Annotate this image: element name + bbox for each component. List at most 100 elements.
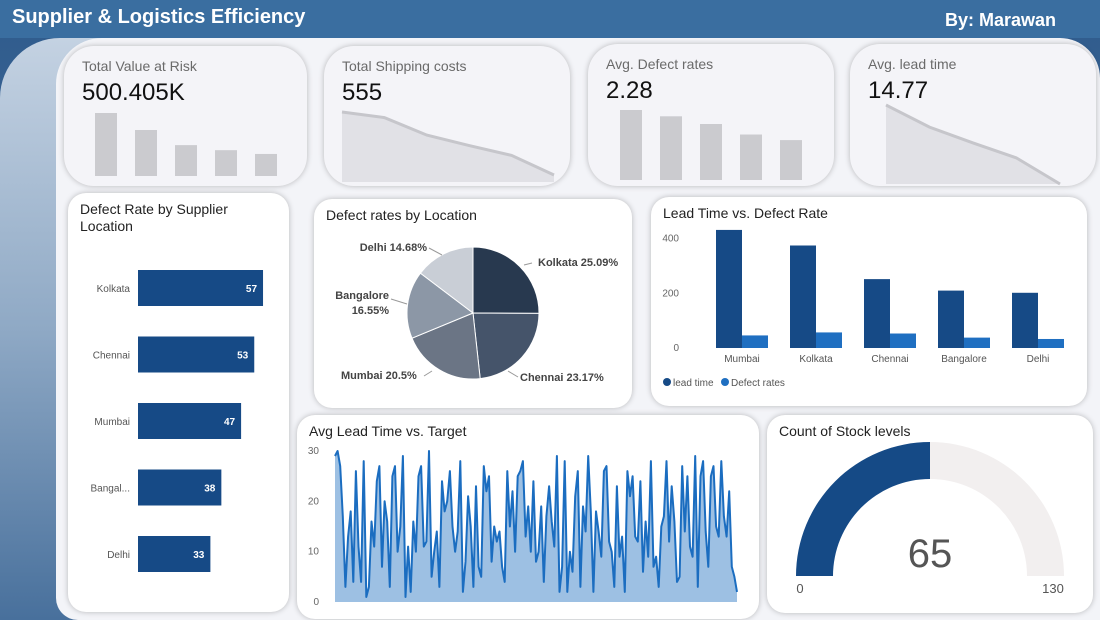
column-bar: [1038, 338, 1064, 348]
category-label: Bangal...: [91, 484, 130, 495]
data-label: 57: [246, 284, 258, 295]
kpi-label: Total Shipping costs: [342, 58, 467, 74]
card-defect-rate-by-supplier[interactable]: Defect Rate by Supplier Location Kolkata…: [68, 193, 289, 612]
category-label: Delhi: [107, 550, 130, 561]
sparkline-bar: [780, 140, 802, 180]
pie-slice: [419, 246, 474, 315]
column-bar: [938, 290, 964, 348]
leader-line: [390, 298, 408, 305]
kpi-sparkline: [341, 110, 555, 182]
column-bar: [790, 245, 816, 348]
column-bar: [890, 333, 916, 348]
gauge-max-label: 130: [1042, 581, 1064, 596]
pie-chart: Kolkata 25.09% Chennai 23.17% Mumbai 20.5%…: [335, 242, 618, 384]
legend-marker: [663, 378, 671, 386]
kpi-sparkline: [885, 103, 1061, 186]
bar: [138, 403, 242, 439]
data-label: 47: [224, 417, 236, 428]
sparkline-bar: [255, 153, 277, 176]
kpi-value: 14.77: [868, 77, 929, 104]
y-tick-label: 20: [308, 496, 320, 507]
kpi-label: Avg. lead time: [868, 56, 957, 72]
sparkline-bar: [95, 113, 117, 176]
sparkline-bar: [620, 110, 642, 180]
sparkline-line: [885, 103, 1061, 186]
kpi-card-lead-time[interactable]: Avg. lead time 14.77: [850, 44, 1096, 186]
category-label: Chennai: [871, 354, 908, 365]
pie-slice: [472, 246, 540, 314]
sparkline-bar: [175, 145, 197, 176]
kpi-sparkline: [620, 110, 802, 180]
sparkline-bar: [700, 124, 722, 180]
y-tick-label: 400: [662, 234, 679, 245]
leader-line: [523, 262, 533, 266]
bar: [138, 336, 255, 373]
page-title: Supplier & Logistics Efficiency: [12, 6, 306, 28]
author-label: By: Marawan: [944, 10, 1056, 30]
column-bar: [742, 335, 768, 348]
kpi-value: 555: [342, 79, 383, 106]
kpi-value: 500.405K: [82, 79, 185, 106]
slice-label: Mumbai 20.5%: [341, 370, 417, 382]
slice-label: Delhi 14.68%: [360, 242, 427, 254]
bar: [138, 469, 222, 506]
category-label: Delhi: [1027, 354, 1050, 365]
column-bar: [716, 229, 742, 348]
gauge-chart: 65 0 130: [796, 442, 1064, 596]
column-bar: [1012, 292, 1038, 348]
y-tick-label: 30: [308, 446, 320, 457]
hbar-chart: Kolkata 57 Chennai 53 Mumbai 47 Bangal... 38 Del…: [91, 270, 264, 572]
kpi-value: 2.28: [606, 77, 653, 104]
gauge-value: 65: [908, 532, 953, 576]
kpi-card-shipping-costs[interactable]: Total Shipping costs 555: [324, 46, 570, 186]
kpi-label: Total Value at Risk: [82, 58, 197, 74]
category-label: Mumbai: [724, 354, 760, 365]
kpi-card-defect-rates[interactable]: Avg. Defect rates 2.28: [588, 44, 834, 186]
sparkline-bar: [215, 150, 237, 176]
kpi-sparkline: [95, 113, 277, 176]
slice-label: Bangalore: [335, 290, 389, 302]
chart-title: Lead Time vs. Defect Rate: [663, 205, 828, 221]
gauge-fill: [796, 442, 930, 576]
y-tick-label: 200: [662, 288, 679, 299]
bar: [138, 536, 211, 572]
slice-label: Chennai 23.17%: [520, 372, 604, 384]
bar: [138, 270, 264, 306]
sparkline-bar: [135, 130, 157, 176]
sparkline-line: [341, 110, 555, 177]
gauge-min-label: 0: [796, 581, 803, 596]
category-label: Kolkata: [97, 284, 131, 295]
chart-title: Count of Stock levels: [779, 423, 911, 439]
card-avg-lead-time[interactable]: Avg Lead Time vs. Target 0 10 20 30: [297, 415, 759, 619]
column-bar: [864, 279, 890, 348]
leader-line: [507, 370, 519, 378]
pie-slice: [472, 312, 540, 380]
kpi-card-value-at-risk[interactable]: Total Value at Risk 500.405K: [64, 46, 307, 186]
gauge-track: [930, 442, 1064, 576]
legend-label: Defect rates: [731, 378, 785, 389]
sparkline-bar: [740, 134, 762, 180]
pie-slice: [411, 312, 481, 380]
pie-slice: [406, 272, 474, 339]
sparkline-area: [342, 112, 554, 182]
column-bar: [816, 332, 842, 348]
leader-line: [428, 247, 443, 256]
area-chart: 0 10 20 30: [308, 446, 738, 608]
kpi-label: Avg. Defect rates: [606, 56, 714, 72]
data-label: 38: [204, 484, 216, 495]
chart-title: Defect Rate by Supplier Location: [80, 201, 228, 234]
leader-line: [423, 370, 433, 377]
header-bar: Supplier & Logistics Efficiency By: Mara…: [0, 0, 1100, 38]
data-label: 53: [237, 351, 249, 362]
area-fill: [335, 451, 737, 602]
slice-label: Kolkata 25.09%: [538, 257, 618, 269]
y-tick-label: 0: [673, 343, 679, 354]
card-defect-rates-by-location[interactable]: Defect rates by Location Kolkata 25.09% C…: [314, 199, 632, 408]
data-label: 33: [193, 550, 205, 561]
card-lead-time-vs-defect[interactable]: Lead Time vs. Defect Rate 0 200 400 Mumbai K…: [651, 197, 1087, 406]
card-stock-levels[interactable]: Count of Stock levels 65 0 130: [767, 415, 1093, 613]
legend-marker: [721, 378, 729, 386]
category-label: Mumbai: [94, 417, 130, 428]
column-bar: [964, 337, 990, 348]
chart-title: Avg Lead Time vs. Target: [309, 423, 467, 439]
